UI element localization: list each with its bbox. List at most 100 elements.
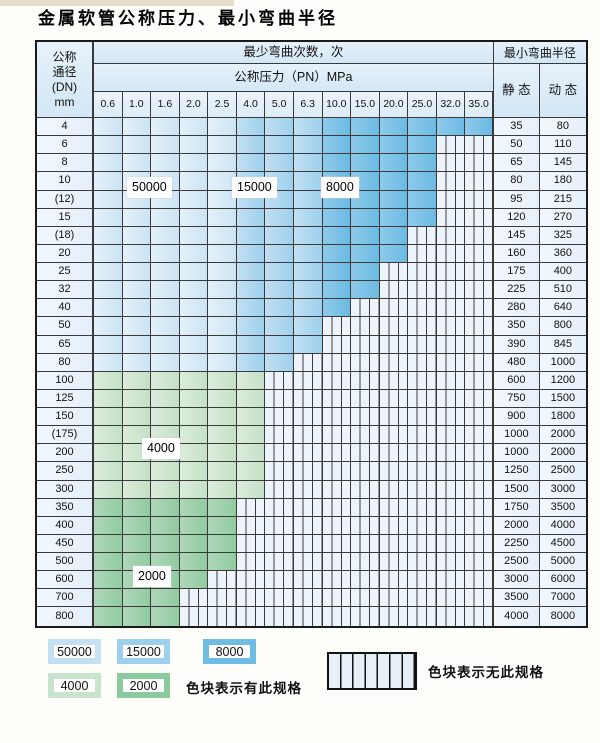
no-spec-cell (293, 371, 323, 390)
no-spec-cell (408, 244, 437, 263)
availability-cell (122, 389, 152, 408)
no-spec-cell (322, 571, 352, 590)
no-spec-cell (322, 444, 352, 463)
no-spec-cell (322, 498, 352, 517)
no-spec-cell (408, 353, 437, 372)
no-spec-cell (322, 553, 352, 572)
dn-cell: 50 (37, 317, 94, 336)
pressure-col-header: 32.0 (436, 92, 466, 118)
availability-cell (208, 136, 237, 155)
availability-cell (208, 190, 237, 209)
static-radius-cell: 95 (493, 190, 540, 209)
no-spec-cell (322, 462, 352, 481)
no-spec-cell (465, 516, 494, 535)
availability-cell (94, 408, 123, 427)
no-spec-cell (408, 534, 437, 553)
no-spec-cell (436, 371, 466, 390)
availability-cell (179, 172, 209, 191)
no-spec-cell (265, 462, 294, 481)
availability-cell (379, 118, 409, 137)
availability-cell (151, 589, 180, 608)
no-spec-cell (465, 480, 494, 499)
availability-cell (151, 516, 180, 535)
availability-cell (208, 208, 237, 227)
availability-cell (179, 244, 209, 263)
no-spec-cell (408, 408, 437, 427)
availability-cell (179, 299, 209, 318)
no-spec-cell (408, 516, 437, 535)
no-spec-cell (322, 335, 352, 354)
no-spec-cell (379, 462, 409, 481)
no-spec-cell (436, 208, 466, 227)
dn-header-line-3: (DN) (51, 80, 78, 94)
no-spec-cell (293, 389, 323, 408)
dn-cell: 100 (37, 371, 94, 390)
availability-cell (179, 226, 209, 245)
zone-label-4000: 4000 (142, 438, 180, 459)
no-spec-cell (293, 462, 323, 481)
pressure-col-header: 35.0 (465, 92, 494, 118)
availability-cell (122, 136, 152, 155)
zone-label-8000: 8000 (321, 177, 359, 198)
availability-cell (122, 498, 152, 517)
availability-cell (436, 118, 466, 137)
dynamic-radius-cell: 270 (539, 208, 586, 227)
availability-cell (208, 118, 237, 137)
no-spec-cell (436, 136, 466, 155)
static-radius-cell: 350 (493, 317, 540, 336)
availability-cell (122, 317, 152, 336)
availability-cell (293, 136, 323, 155)
availability-cell (208, 553, 237, 572)
no-spec-cell (322, 426, 352, 445)
dynamic-radius-cell: 4000 (539, 516, 586, 535)
availability-cell (179, 444, 209, 463)
page-title: 金属软管公称压力、最小弯曲半径 (38, 9, 338, 29)
no-spec-cell (408, 444, 437, 463)
no-spec-cell (379, 408, 409, 427)
no-spec-cell (236, 589, 266, 608)
no-spec-cell (208, 571, 237, 590)
static-radius-cell: 160 (493, 244, 540, 263)
dn-cell: 65 (37, 335, 94, 354)
dn-cell: 500 (37, 553, 94, 572)
no-spec-cell (465, 353, 494, 372)
no-spec-cell (436, 190, 466, 209)
no-spec-cell (436, 353, 466, 372)
availability-cell (208, 154, 237, 173)
no-spec-cell (436, 516, 466, 535)
no-spec-cell (293, 353, 323, 372)
availability-cell (94, 444, 123, 463)
no-spec-cell (436, 534, 466, 553)
availability-cell (322, 118, 352, 137)
availability-cell (208, 353, 237, 372)
dn-cell: (18) (37, 226, 94, 245)
no-spec-cell (293, 498, 323, 517)
no-spec-cell (265, 516, 294, 535)
no-spec-cell (465, 317, 494, 336)
no-spec-cell (408, 589, 437, 608)
availability-cell (94, 480, 123, 499)
availability-cell (208, 444, 237, 463)
no-spec-cell (351, 571, 380, 590)
availability-cell (151, 607, 180, 626)
pressure-col-header: 1.0 (122, 92, 152, 118)
no-spec-cell (379, 281, 409, 300)
availability-cell (351, 136, 380, 155)
availability-cell (122, 226, 152, 245)
availability-cell (208, 534, 237, 553)
availability-cell (94, 136, 123, 155)
availability-cell (208, 281, 237, 300)
availability-cell (293, 335, 323, 354)
availability-cell (151, 371, 180, 390)
no-spec-cell (265, 607, 294, 626)
no-spec-cell (465, 136, 494, 155)
availability-cell (322, 299, 352, 318)
availability-cell (351, 208, 380, 227)
no-spec-cell (351, 480, 380, 499)
availability-cell (351, 281, 380, 300)
availability-cell (151, 353, 180, 372)
availability-cell (236, 371, 266, 390)
dn-cell: (175) (37, 426, 94, 445)
dynamic-radius-cell: 2000 (539, 444, 586, 463)
no-spec-cell (293, 534, 323, 553)
